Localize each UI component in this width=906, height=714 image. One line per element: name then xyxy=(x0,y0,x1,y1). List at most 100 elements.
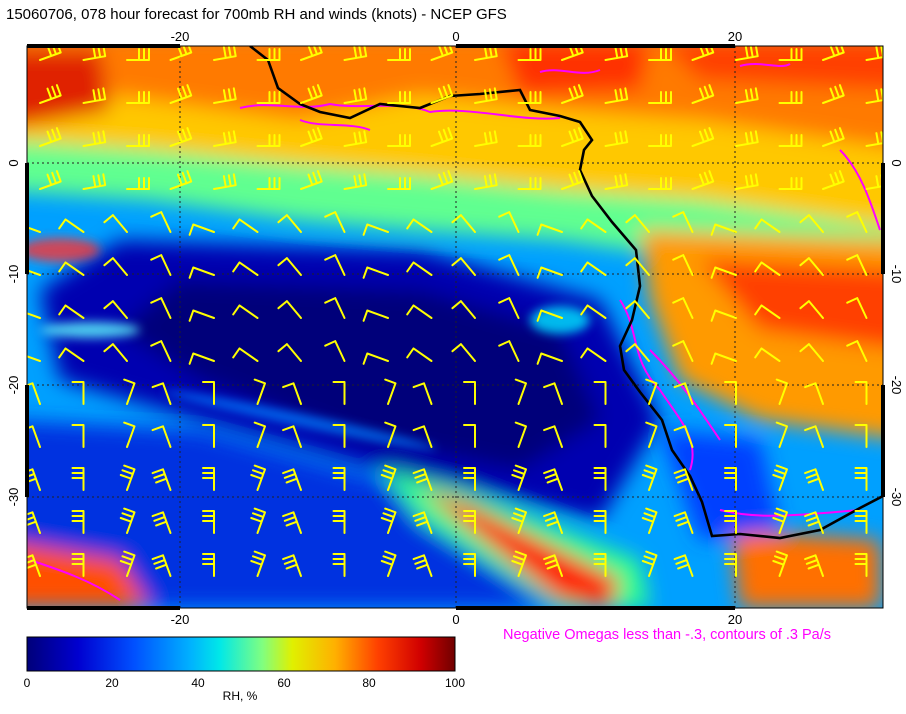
wind-barb xyxy=(412,382,433,405)
lon-tick-bottom-2: 0 xyxy=(452,612,459,627)
wind-barb xyxy=(641,550,658,577)
wind-barb xyxy=(561,84,584,104)
wind-barb xyxy=(71,553,85,577)
wind-barb xyxy=(332,553,346,577)
wind-barb xyxy=(673,468,694,491)
wind-barb xyxy=(625,214,650,233)
wind-barb xyxy=(724,381,737,405)
wind-barb xyxy=(778,48,803,61)
wind-barb xyxy=(202,510,215,534)
wind-barb xyxy=(103,343,128,362)
lat-tick-right-1: 0 xyxy=(889,159,904,166)
colorbar-tick-60: 60 xyxy=(277,676,291,690)
wind-barb xyxy=(250,507,266,534)
wind-barb xyxy=(188,309,215,322)
wind-barb xyxy=(150,254,172,276)
wind-barb xyxy=(232,347,259,362)
lat-tick-left-1: 0 xyxy=(6,159,21,166)
wind-barb xyxy=(799,214,824,233)
wind-barb xyxy=(300,46,323,61)
wind-barb xyxy=(672,211,694,233)
wind-barb xyxy=(277,300,302,319)
wind-barb xyxy=(474,173,498,190)
wind-barb xyxy=(123,421,136,448)
wind-barb xyxy=(282,425,302,448)
wind-barb xyxy=(82,46,107,61)
wind-barb xyxy=(604,130,629,147)
wind-barb xyxy=(593,424,607,448)
wind-barb xyxy=(58,218,85,233)
wind-barb xyxy=(536,309,563,322)
wind-barb xyxy=(300,84,323,104)
wind-barb xyxy=(804,425,824,448)
wind-barb xyxy=(213,130,237,147)
wind-barb xyxy=(672,254,694,276)
wind-barb xyxy=(250,464,266,491)
wind-barb xyxy=(188,223,215,236)
wind-barb xyxy=(332,467,346,491)
wind-barb xyxy=(213,46,237,61)
wind-barb xyxy=(232,304,259,319)
wind-barb xyxy=(362,352,389,365)
wind-barb xyxy=(724,424,737,448)
wind-barb xyxy=(451,300,476,319)
wind-barb xyxy=(82,173,107,190)
wind-barb xyxy=(536,266,563,279)
wind-barb xyxy=(451,214,476,233)
wind-barb xyxy=(735,130,759,147)
wind-barb xyxy=(150,340,172,362)
wind-barb xyxy=(498,211,520,233)
wind-barb xyxy=(123,378,136,405)
wind-barb xyxy=(39,127,62,147)
wind-barb xyxy=(282,468,302,491)
wind-barb xyxy=(865,46,883,61)
wind-barb xyxy=(27,226,41,233)
wind-barb xyxy=(645,421,658,448)
wind-barb xyxy=(188,352,215,365)
wind-barb xyxy=(126,91,150,104)
wind-barb xyxy=(332,424,346,448)
wind-barb xyxy=(799,300,824,319)
lon-tick-bottom-3: 20 xyxy=(728,612,742,627)
wind-barb xyxy=(343,87,368,104)
wind-barb xyxy=(202,467,215,491)
wind-barb xyxy=(593,381,607,405)
wind-barb xyxy=(150,211,172,233)
wind-barb xyxy=(151,554,172,577)
wind-barb xyxy=(169,170,193,190)
wind-barb xyxy=(474,130,498,147)
wind-barb xyxy=(27,269,41,276)
wind-barb xyxy=(822,170,845,190)
wind-barb xyxy=(253,378,266,405)
wind-barb xyxy=(846,297,868,319)
wind-barb xyxy=(846,340,868,362)
wind-barb xyxy=(854,510,868,534)
wind-barb xyxy=(58,304,85,319)
wind-barb xyxy=(362,223,389,236)
wind-barb xyxy=(324,297,346,319)
wind-barb xyxy=(724,553,737,577)
wind-barb xyxy=(412,511,433,534)
wind-barb xyxy=(277,214,302,233)
wind-barb xyxy=(543,382,563,405)
wind-barb xyxy=(119,550,136,577)
wind-barb xyxy=(580,218,607,233)
wind-barb xyxy=(406,347,433,362)
wind-barb xyxy=(232,261,259,276)
wind-barb xyxy=(561,127,584,147)
wind-barb xyxy=(604,87,629,104)
wind-barb xyxy=(300,170,323,190)
wind-barb xyxy=(517,91,542,104)
wind-barb xyxy=(673,554,694,577)
lat-tick-right-4: -30 xyxy=(889,488,904,507)
wind-barb xyxy=(772,464,788,491)
wind-barb xyxy=(282,382,302,405)
wind-barb xyxy=(593,553,607,577)
wind-barb xyxy=(463,510,476,534)
lon-tick-top-3: 20 xyxy=(728,29,742,44)
map-border xyxy=(26,45,884,609)
wind-barb xyxy=(735,46,759,61)
wind-barb xyxy=(804,511,824,534)
wind-barb xyxy=(332,510,346,534)
wind-barb xyxy=(593,467,607,491)
